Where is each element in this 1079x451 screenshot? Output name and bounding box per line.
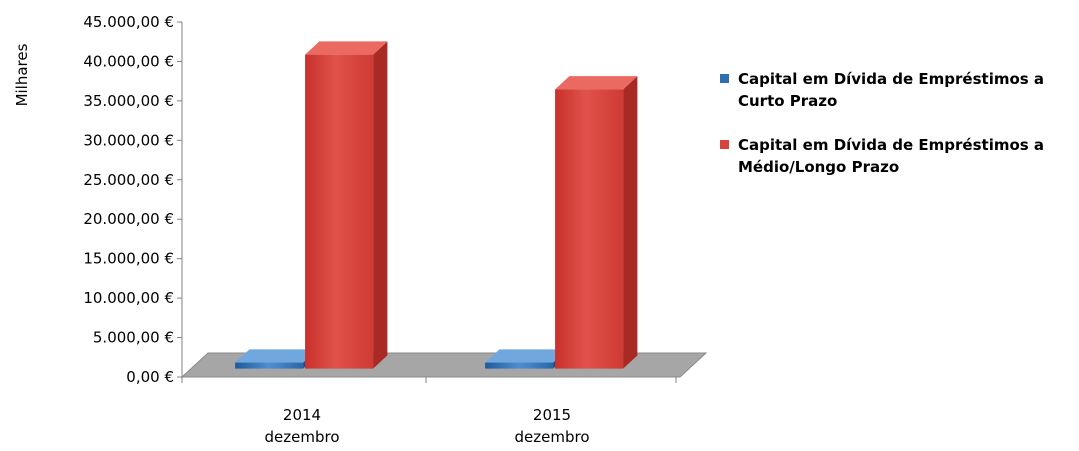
bar-front (555, 89, 624, 369)
legend-item-curto-prazo: Capital em Dívida de Empréstimos a Curto… (720, 68, 1070, 112)
y-tick-label: 10.000,00 € (83, 289, 174, 307)
legend: Capital em Dívida de Empréstimos a Curto… (720, 68, 1070, 200)
y-tick-label: 25.000,00 € (83, 171, 174, 189)
legend-label: Capital em Dívida de Empréstimos a Curto… (738, 70, 1045, 110)
y-tick-label: 35.000,00 € (83, 92, 174, 110)
bar-top (555, 76, 638, 90)
bar-top (235, 349, 318, 363)
y-tick-label: 45.000,00 € (83, 13, 174, 31)
y-tick-label: 30.000,00 € (83, 131, 174, 149)
bar-front (305, 54, 374, 369)
legend-swatch-blue (720, 74, 729, 83)
y-tick-label: 20.000,00 € (83, 210, 174, 228)
legend-item-medio-longo-prazo: Capital em Dívida de Empréstimos a Médio… (720, 134, 1070, 178)
x-axis: 2014 dezembro 2015 dezembro (181, 377, 677, 446)
x-tick-label: 2014 (283, 406, 321, 424)
y-tick-label: 5.000,00 € (93, 329, 174, 347)
bar-Capital em Dívida de Empréstimos a Curto Prazo-2014 (235, 349, 318, 369)
y-tick-label: 15.000,00 € (83, 250, 174, 268)
bar-top (305, 41, 388, 55)
bar-Capital em Dívida de Empréstimos a Médio/Longo Prazo-2014 (305, 41, 388, 369)
y-tick-label: 0,00 € (126, 368, 174, 386)
bar-top (485, 349, 568, 363)
bars (235, 41, 638, 369)
x-tick-label: 2015 (533, 406, 571, 424)
bar-front (485, 362, 554, 369)
y-axis: 0,00 € 5.000,00 € 10.000,00 € 15.000,00 € 20… (83, 13, 183, 386)
y-tick-label: 40.000,00 € (83, 52, 174, 70)
bar-side (623, 76, 638, 369)
bar-Capital em Dívida de Empréstimos a Médio/Longo Prazo-2015 (555, 76, 638, 369)
legend-swatch-red (720, 140, 729, 149)
bar-Capital em Dívida de Empréstimos a Curto Prazo-2015 (485, 349, 568, 369)
x-tick-label: dezembro (515, 428, 590, 446)
x-tick-label: dezembro (265, 428, 340, 446)
legend-label: Capital em Dívida de Empréstimos a Médio… (738, 136, 1045, 176)
bar-side (373, 41, 388, 369)
y-axis-label: Milhares (13, 43, 31, 106)
bar-front (235, 362, 304, 369)
